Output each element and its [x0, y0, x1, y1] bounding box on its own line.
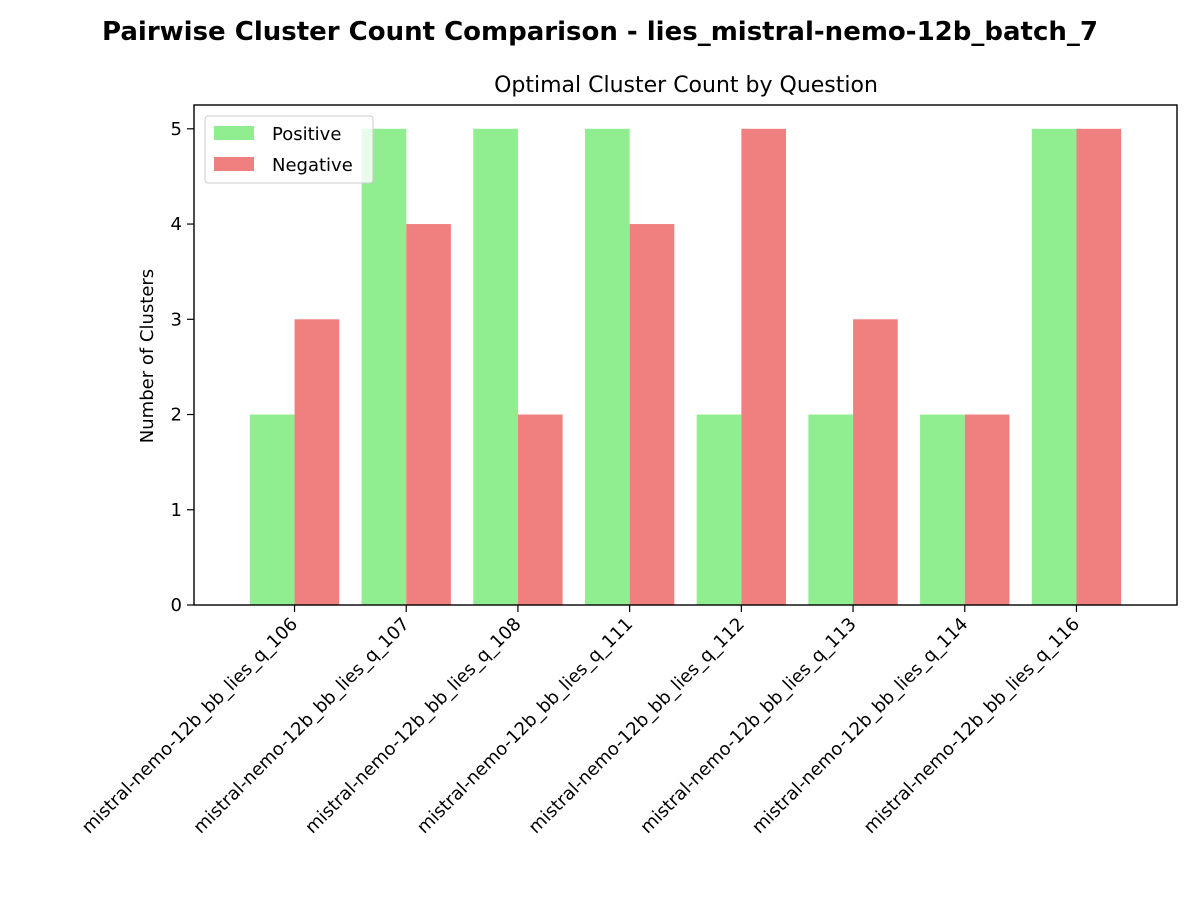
bar-negative-111	[629, 224, 675, 606]
bar-negative-112	[741, 128, 787, 606]
bar-positive-113	[808, 414, 854, 605]
bar-negative-114	[964, 414, 1010, 605]
bar-positive-107	[361, 128, 407, 606]
plot-frame	[193, 104, 1178, 606]
figure-title: Pairwise Cluster Count Comparison - lies…	[102, 17, 1098, 47]
legend-label-positive: Positive	[272, 124, 341, 145]
bar-negative-108	[517, 414, 563, 605]
bar-negative-107	[406, 224, 451, 606]
bar-positive-106	[249, 414, 295, 605]
bar-positive-114	[920, 414, 965, 605]
bar-positive-111	[584, 128, 630, 606]
y-tick-label: 5	[171, 119, 182, 140]
x-tick-label: mistral-nemo-12b_bb_lies_q_112	[525, 614, 749, 838]
bar-negative-116	[1076, 128, 1122, 606]
chart-title: Optimal Cluster Count by Question	[494, 73, 878, 98]
bar-positive-116	[1031, 128, 1077, 606]
bar-negative-106	[294, 319, 340, 605]
y-axis-label: Number of Clusters	[137, 269, 158, 443]
bar-negative-113	[853, 319, 898, 605]
bar-positive-112	[696, 414, 742, 605]
x-tick-label: mistral-nemo-12b_bb_lies_q_113	[636, 614, 860, 838]
x-tick-label: mistral-nemo-12b_bb_lies_q_106	[78, 614, 302, 838]
legend-label-negative: Negative	[272, 155, 353, 176]
x-tick-label: mistral-nemo-12b_bb_lies_q_116	[860, 614, 1084, 838]
x-tick-label: mistral-nemo-12b_bb_lies_q_114	[748, 614, 972, 838]
legend-swatch-negative	[214, 157, 254, 171]
y-tick-label: 2	[171, 405, 182, 426]
y-tick-label: 0	[171, 595, 182, 616]
y-tick-label: 3	[171, 309, 182, 330]
x-tick-label: mistral-nemo-12b_bb_lies_q_107	[189, 614, 413, 838]
legend: Positive Negative	[204, 115, 374, 184]
y-tick-label: 1	[171, 500, 182, 521]
bar-positive-108	[473, 128, 518, 606]
x-tick-label: mistral-nemo-12b_bb_lies_q_111	[413, 614, 637, 838]
bars-layer	[249, 128, 1122, 606]
y-tick-label: 4	[171, 214, 182, 235]
legend-swatch-positive	[214, 126, 254, 140]
x-tick-label: mistral-nemo-12b_bb_lies_q_108	[301, 614, 525, 838]
